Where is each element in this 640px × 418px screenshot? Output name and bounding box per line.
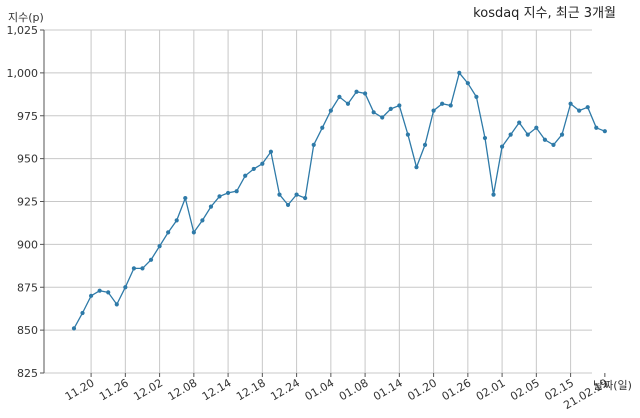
data-point [448,103,453,108]
data-point [585,105,590,110]
data-point [534,125,539,130]
data-point [123,285,128,290]
x-tick-label: 01.26 [440,376,474,403]
y-tick-label: 1,025 [7,24,39,37]
data-point [191,230,196,235]
data-point [354,89,359,94]
data-point [183,195,188,201]
data-point [208,204,214,209]
data-point [499,144,505,149]
series-line [73,71,606,329]
data-point [148,257,154,262]
y-tick-label: 875 [17,281,38,294]
data-point [517,120,522,125]
data-point [397,103,402,108]
data-point [482,135,488,141]
data-point [285,202,291,208]
data-point [106,290,111,295]
data-point [311,142,316,148]
axes [40,29,606,377]
data-point [457,70,462,75]
data-point [602,129,607,134]
x-axis-label: 날짜(일) [593,378,632,392]
data-point [371,110,376,115]
data-point [277,192,282,197]
data-point [80,310,85,316]
data-point [174,218,179,223]
data-point [88,293,94,298]
y-tick-label: 925 [17,196,38,209]
x-tick-label: 01.04 [303,376,337,403]
data-point [71,326,77,331]
y-axis-label: 지수(p) [8,11,44,24]
data-point [294,192,299,197]
data-point [268,149,274,154]
chart-title: kosdaq 지수, 최근 3개월 [473,6,616,21]
y-tick-label: 900 [17,238,38,251]
x-tick-label: 12.14 [200,376,234,403]
y-tick-label: 975 [17,110,38,123]
data-point [320,125,325,130]
data-point [345,101,351,106]
data-point [431,108,436,113]
data-point [225,190,231,196]
data-point [260,161,265,166]
x-tick-label: 01.08 [337,376,371,403]
data-point [328,108,333,113]
data-point [217,194,222,199]
x-tick-label: 12.24 [268,376,302,403]
data-point [362,91,368,96]
y-tick-label: 825 [17,367,38,380]
data-point [140,266,145,271]
data-point [303,195,308,201]
data-point [166,230,171,235]
x-tick-label: 02.01 [474,376,508,403]
data-point [542,137,548,142]
data-point [594,125,599,130]
y-tick-label: 950 [17,153,38,166]
y-tick-labels: 825 850 875 900 925 950 975 1,000 1,025 [7,24,39,380]
data-point [97,288,102,293]
x-tick-labels: 11.20 11.26 12.02 12.08 12.14 12.18 12.24 01.04… [63,376,611,412]
y-tick-label: 1,000 [7,67,39,80]
data-point [568,101,573,106]
data-point [114,302,119,307]
data-point [414,165,419,170]
x-tick-label: 12.02 [131,376,165,403]
data-point [508,132,513,137]
x-tick-label: 12.08 [166,376,200,403]
data-point [465,81,470,86]
data-point [388,106,393,111]
data-point [234,189,239,194]
data-point [551,142,556,148]
x-tick-label: 11.26 [97,376,131,403]
x-tick-label: 02.05 [508,376,542,403]
data-point [577,108,582,113]
data-point [559,132,565,137]
series [71,70,607,331]
data-point [380,115,385,120]
x-tick-label: 11.20 [63,376,97,403]
y-tick-label: 850 [17,324,38,337]
data-point [131,266,137,271]
data-point [405,132,411,137]
grid [44,29,592,374]
data-point [337,94,342,99]
data-point [243,173,248,178]
data-point [474,94,479,99]
x-tick-label: 12.18 [234,376,268,403]
data-point [157,243,162,249]
data-point [251,166,256,172]
x-tick-label: 01.20 [405,376,439,403]
data-point [200,218,205,223]
data-point [422,142,428,148]
data-point [440,101,445,106]
x-tick-label: 01.14 [371,376,405,403]
data-point [525,132,530,137]
data-point [491,192,496,197]
